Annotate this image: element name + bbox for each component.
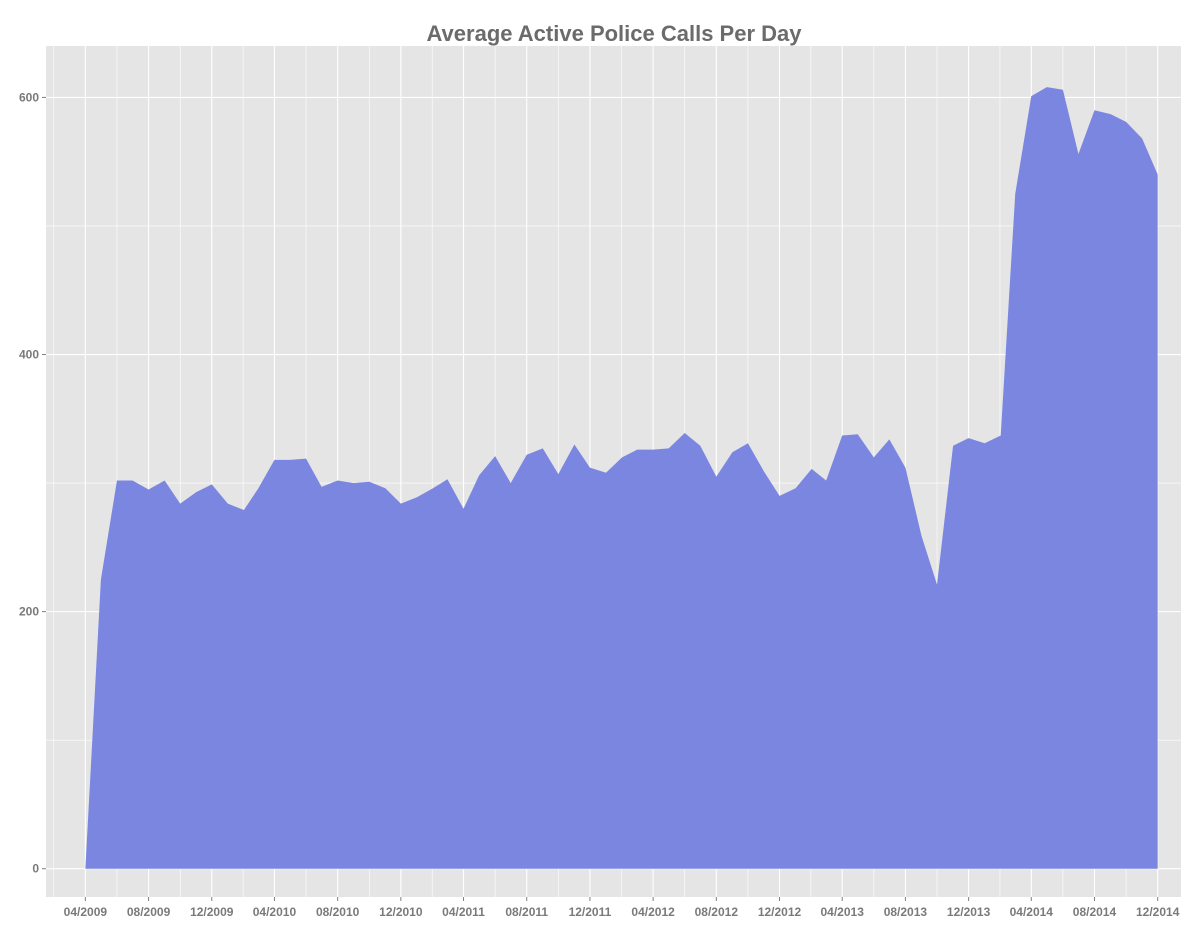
y-tick-label: 400 [19, 348, 39, 362]
x-tick-label: 04/2013 [821, 905, 865, 919]
x-tick-label: 04/2009 [64, 905, 108, 919]
x-tick-label: 08/2009 [127, 905, 171, 919]
x-tick-label: 08/2010 [316, 905, 360, 919]
chart-title: Average Active Police Calls Per Day [426, 21, 802, 46]
x-tick-label: 12/2011 [569, 905, 612, 919]
x-tick-label: 04/2010 [253, 905, 297, 919]
x-tick-label: 04/2014 [1010, 905, 1054, 919]
x-tick-label: 08/2012 [695, 905, 739, 919]
x-tick-label: 12/2013 [947, 905, 991, 919]
x-tick-label: 12/2010 [379, 905, 423, 919]
y-axis: 0 200 400 600 [19, 90, 46, 876]
x-tick-label: 04/2012 [631, 905, 675, 919]
y-tick-label: 0 [32, 862, 39, 876]
x-tick-label: 04/2011 [442, 905, 485, 919]
area-series [85, 87, 1158, 869]
x-tick-label: 12/2014 [1136, 905, 1180, 919]
x-axis: 04/2009 08/2009 12/2009 04/2010 08/2010 12/20… [64, 897, 1180, 919]
x-tick-label: 12/2012 [758, 905, 802, 919]
y-tick-label: 200 [19, 605, 39, 619]
x-tick-label: 12/2009 [190, 905, 234, 919]
x-tick-label: 08/2014 [1073, 905, 1117, 919]
x-tick-label: 08/2011 [505, 905, 548, 919]
x-tick-label: 08/2013 [884, 905, 928, 919]
y-tick-label: 600 [19, 90, 39, 104]
